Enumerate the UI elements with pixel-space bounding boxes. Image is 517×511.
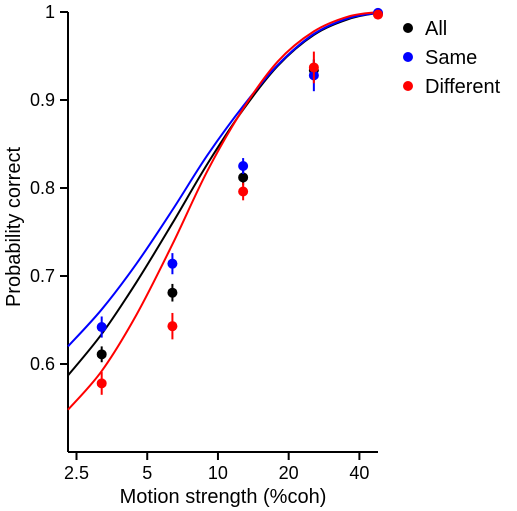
x-tick-label: 40: [349, 463, 369, 483]
legend-marker-all: [403, 23, 413, 33]
y-tick-label: 0.9: [30, 90, 55, 110]
x-tick-label: 5: [142, 463, 152, 483]
x-tick-label: 20: [279, 463, 299, 483]
legend-marker-different: [403, 81, 413, 91]
y-ticks: 0.6 0.7 0.8 0.9 1: [30, 2, 68, 374]
data-point: [308, 62, 319, 73]
fit-curve-different: [67, 11, 379, 411]
y-axis-title: Probability correct: [3, 147, 25, 308]
x-ticks: 2.5 5 10 20 40: [64, 452, 369, 483]
legend-label-all: All: [425, 18, 447, 40]
y-tick-label: 1: [45, 2, 55, 22]
y-tick-label: 0.7: [30, 266, 55, 286]
legend-label-same: Same: [425, 47, 477, 69]
fit-curves: [67, 11, 379, 411]
data-point: [238, 161, 249, 171]
legend-label-different: Different: [425, 76, 501, 98]
data-point: [167, 258, 178, 269]
y-tick-label: 0.6: [30, 354, 55, 374]
x-tick-label: 10: [208, 463, 228, 483]
data-point: [96, 349, 107, 360]
data-point: [167, 287, 178, 298]
data-point: [96, 322, 107, 333]
data-point: [238, 172, 249, 183]
fit-curve-same: [67, 11, 379, 348]
legend-marker-same: [403, 52, 413, 62]
y-tick-label: 0.8: [30, 178, 55, 198]
data-points: [96, 7, 383, 395]
x-tick-label: 2.5: [64, 463, 89, 483]
data-point: [238, 186, 249, 197]
data-point: [96, 378, 107, 389]
fit-curve-all: [67, 11, 379, 377]
legend: All Same Different: [403, 18, 501, 98]
axes: [67, 12, 378, 453]
data-point: [167, 321, 178, 332]
x-axis-title: Motion strength (%coh): [120, 486, 327, 508]
data-point: [373, 9, 383, 20]
